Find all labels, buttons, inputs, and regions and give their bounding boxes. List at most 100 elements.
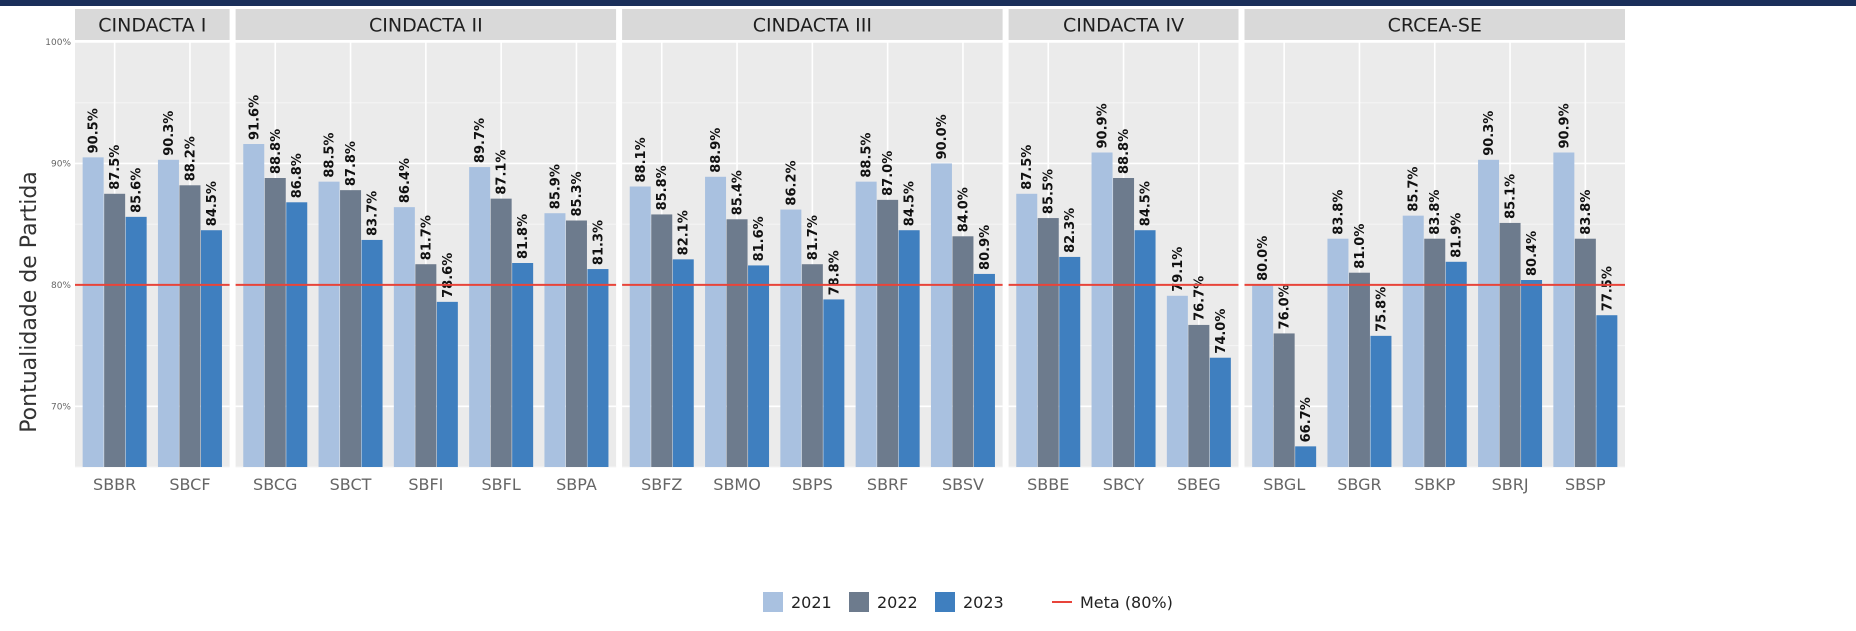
bar-label: 88.5% (323, 133, 338, 178)
legend-label: 2021 (791, 593, 832, 612)
bar-label: 81.7% (806, 215, 821, 260)
bar-label: 80.0% (1256, 236, 1271, 281)
legend-meta-label: Meta (80%) (1080, 593, 1173, 612)
bar-sbsv-2021 (930, 163, 952, 467)
bar-label: 81.7% (419, 215, 434, 260)
bar-label: 87.5% (1020, 145, 1035, 190)
bar-sbcy-2021 (1091, 152, 1113, 467)
bar-sbpa-2023 (587, 269, 609, 467)
x-tick-label: SBMO (713, 475, 761, 494)
bar-sbfi-2021 (393, 207, 415, 467)
panel-strip-label: CRCEA-SE (1388, 15, 1482, 37)
bar-label: 81.9% (1450, 213, 1465, 258)
bar-sbfi-2023 (436, 301, 458, 467)
bar-label: 88.2% (183, 136, 198, 181)
x-tick-label: SBRJ (1492, 475, 1529, 494)
top-border (0, 0, 1856, 6)
bar-sbfl-2021 (469, 167, 491, 468)
legend-swatch-2022 (849, 592, 869, 612)
bar-sbeg-2023 (1209, 357, 1231, 467)
bar-label: 87.8% (344, 141, 359, 186)
x-tick-label: SBPA (556, 475, 597, 494)
bar-label: 90.3% (162, 111, 177, 156)
bar-sbrj-2021 (1478, 159, 1500, 468)
bar-sbcf-2021 (157, 159, 179, 468)
bar-label: 84.0% (956, 187, 971, 232)
bar-sbbe-2023 (1059, 256, 1081, 467)
bar-label: 74.0% (1214, 309, 1229, 354)
bar-label: 82.3% (1063, 208, 1078, 253)
bar-sbps-2023 (823, 299, 845, 467)
panel-strip (1008, 9, 1239, 40)
bar-sbsv-2022 (952, 236, 974, 467)
bar-sbmo-2023 (748, 265, 770, 467)
bar-label: 79.1% (1171, 247, 1186, 292)
panel-strip-label: CINDACTA III (753, 15, 872, 37)
bar-label: 78.6% (441, 253, 456, 298)
bar-sbbr-2022 (104, 193, 126, 468)
bar-label: 87.0% (881, 151, 896, 196)
bar-sbkp-2022 (1424, 238, 1446, 467)
bar-sbgr-2021 (1327, 238, 1349, 467)
bar-label: 85.6% (130, 168, 145, 213)
bar-sbcg-2021 (243, 144, 265, 467)
bar-sbeg-2022 (1188, 324, 1210, 467)
bar-label: 83.8% (1428, 190, 1443, 235)
bar-label: 85.7% (1407, 167, 1422, 212)
y-tick-label: 90% (51, 159, 71, 169)
bar-label: 85.9% (548, 164, 563, 209)
bar-label: 77.5% (1600, 266, 1615, 311)
panel-strip-label: CINDACTA II (369, 15, 483, 37)
bar-sbkp-2021 (1402, 215, 1424, 467)
bar-label: 91.6% (247, 95, 262, 140)
bar-label: 83.8% (1331, 190, 1346, 235)
bar-sbgr-2023 (1370, 335, 1392, 467)
bar-label: 85.5% (1042, 169, 1057, 214)
x-tick-label: SBCG (253, 475, 297, 494)
bar-sbrf-2023 (898, 230, 920, 467)
bar-label: 85.8% (655, 165, 670, 210)
legend-swatch-2023 (935, 592, 955, 612)
bar-label: 89.7% (473, 118, 488, 163)
bar-label: 84.5% (903, 181, 918, 226)
bar-sbfi-2022 (415, 264, 437, 467)
x-tick-label: SBRF (867, 475, 908, 494)
bar-label: 88.5% (860, 133, 875, 178)
bar-label: 83.7% (366, 191, 381, 236)
bar-sbps-2021 (780, 209, 802, 468)
legend-label: 2022 (877, 593, 918, 612)
x-tick-label: SBKP (1414, 475, 1456, 494)
bar-label: 86.2% (784, 160, 799, 205)
bar-label: 81.6% (752, 216, 767, 261)
panel-strip (75, 9, 230, 40)
bar-sbbe-2021 (1016, 193, 1038, 468)
bar-sbps-2022 (801, 264, 823, 467)
bar-label: 75.8% (1374, 287, 1389, 332)
panel-strip (622, 9, 1003, 40)
bar-sbeg-2021 (1166, 295, 1188, 467)
x-tick-label: SBCY (1103, 475, 1145, 494)
bar-sbmo-2021 (705, 176, 727, 468)
bar-sbsp-2023 (1596, 315, 1618, 467)
bar-sbct-2022 (340, 190, 362, 467)
bar-label: 80.4% (1525, 231, 1540, 276)
bar-sbmo-2022 (726, 219, 748, 467)
x-tick-label: SBCT (330, 475, 372, 494)
bar-sbcy-2022 (1113, 178, 1135, 467)
y-tick-label: 100% (45, 38, 71, 48)
bar-sbkp-2023 (1445, 261, 1467, 467)
x-tick-label: SBBR (93, 475, 136, 494)
bar-sbcy-2023 (1134, 230, 1156, 467)
bar-label: 76.7% (1192, 276, 1207, 321)
legend-label: 2023 (963, 593, 1004, 612)
legend-swatch-2021 (763, 592, 783, 612)
bar-label: 85.4% (731, 170, 746, 215)
bar-sbrf-2021 (855, 181, 877, 467)
bar-sbfl-2023 (512, 263, 534, 467)
bar-sbrj-2023 (1521, 280, 1543, 467)
bar-sbgl-2022 (1273, 333, 1295, 467)
bar-label: 88.1% (634, 137, 649, 182)
bar-label: 80.9% (978, 225, 993, 270)
bar-label: 86.8% (290, 153, 305, 198)
x-tick-label: SBCF (169, 475, 210, 494)
